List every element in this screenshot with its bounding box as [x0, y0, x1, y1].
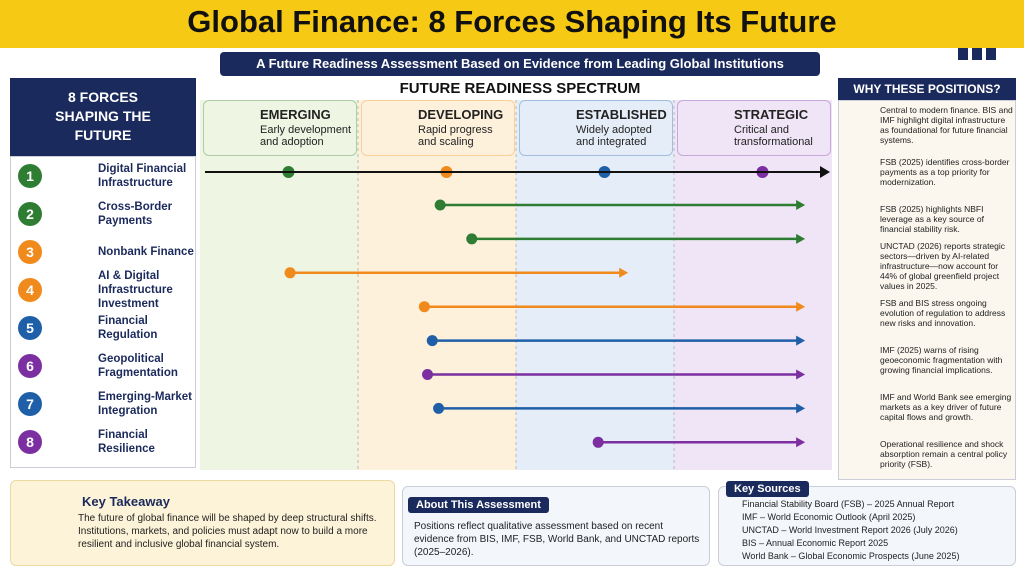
force-label: Cross-Border Payments — [98, 201, 173, 227]
force-arrow-start — [433, 402, 445, 414]
stage-name: EMERGING — [260, 107, 331, 122]
title: Global Finance: 8 Forces Shaping Its Fut… — [187, 4, 837, 39]
stage-description: Rapid progress and scaling — [418, 124, 493, 148]
force-label: Geopolitical Fragmentation — [98, 353, 178, 379]
force-number: 5 — [18, 316, 42, 340]
note-text: FSB (2025) highlights NBFI leverage as a… — [880, 204, 984, 234]
force-label: Emerging-Market Integration — [98, 391, 192, 417]
force-arrow-start — [434, 199, 446, 211]
stage-card: DEVELOPING Rapid progress and scaling — [361, 100, 515, 156]
forces-panel — [10, 156, 196, 468]
note-text: IMF (2025) warns of rising geoeconomic f… — [880, 345, 1003, 375]
stage-name: ESTABLISHED — [576, 107, 667, 122]
force-arrow-start — [466, 233, 478, 245]
banner — [0, 0, 1024, 48]
source-text: UNCTAD – World Investment Report 2026 (J… — [742, 525, 958, 535]
note-text: IMF and World Bank see emerging markets … — [880, 392, 1012, 422]
spectrum-axis-head — [820, 166, 830, 178]
force-number: 2 — [18, 202, 42, 226]
growth-icon — [972, 36, 982, 60]
stage-description: Early development and adoption — [260, 124, 352, 148]
force-number: 1 — [18, 164, 42, 188]
stage-card: STRATEGIC Critical and transformational — [677, 100, 831, 156]
force-arrow-head — [796, 403, 806, 414]
notes-panel — [838, 100, 1016, 480]
force-arrow-head — [796, 335, 806, 346]
about-title: About This Assessment — [408, 497, 549, 513]
stage-name: DEVELOPING — [418, 107, 504, 122]
sources-box — [718, 486, 1016, 566]
takeaway-title: Key Takeaway — [82, 494, 170, 509]
force-label: Financial Regulation — [98, 315, 158, 341]
note-text: FSB (2025) identifies cross-border payme… — [880, 157, 1010, 187]
forces-panel-title: 8 FORCES SHAPING THE FUTURE — [10, 78, 196, 156]
force-arrow-start — [284, 267, 296, 279]
about-text: Positions reflect qualitative assessment… — [414, 521, 700, 558]
note-text: FSB and BIS stress ongoing evolution of … — [880, 298, 1006, 328]
force-label: Nonbank Finance — [98, 246, 194, 258]
force-arrow-start — [426, 335, 438, 347]
force-number: 4 — [18, 278, 42, 302]
force-arrow-head — [796, 369, 806, 380]
sources-title: Key Sources — [726, 481, 809, 497]
takeaway-text: The future of global finance will be sha… — [78, 513, 377, 550]
stage-name: STRATEGIC — [734, 107, 809, 122]
takeaway-box — [10, 480, 395, 566]
source-text: Financial Stability Board (FSB) – 2025 A… — [742, 499, 955, 509]
stage-card: ESTABLISHED Widely adopted and integrated — [519, 100, 673, 156]
growth-icon — [986, 44, 996, 60]
source-text: IMF – World Economic Outlook (April 2025… — [742, 512, 916, 522]
stage-description: Widely adopted and integrated — [576, 124, 652, 148]
force-arrow-head — [796, 301, 806, 312]
source-text: BIS – Annual Economic Report 2025 — [742, 538, 889, 548]
stage-description: Critical and transformational — [734, 124, 813, 148]
force-label: Financial Resilience — [98, 429, 155, 455]
subtitle: A Future Readiness Assessment Based on E… — [220, 52, 820, 76]
force-arrow-start — [592, 436, 604, 448]
force-arrow-head — [796, 233, 806, 244]
force-arrow-start — [422, 369, 434, 380]
note-text: UNCTAD (2026) reports strategic sectors—… — [880, 241, 1006, 291]
force-number: 6 — [18, 354, 42, 378]
force-number: 7 — [18, 392, 42, 416]
force-arrow-head — [619, 267, 629, 278]
force-number: 3 — [18, 240, 42, 264]
force-label: AI & Digital Infrastructure Investment — [98, 270, 173, 310]
note-text: Operational resilience and shock absorpt… — [880, 439, 1008, 469]
force-label: Digital Financial Infrastructure — [98, 163, 187, 189]
force-arrow-start — [418, 301, 430, 313]
spectrum-title: FUTURE READINESS SPECTRUM — [399, 80, 641, 97]
notes-panel-title: WHY THESE POSITIONS? — [838, 78, 1016, 100]
stage-card: EMERGING Early development and adoption — [203, 100, 357, 156]
force-number: 8 — [18, 430, 42, 454]
note-text: Central to modern finance. BIS and IMF h… — [880, 105, 1013, 145]
force-arrow-head — [796, 437, 806, 448]
stage-column — [200, 100, 358, 470]
force-arrow-head — [796, 200, 806, 210]
source-text: World Bank – Global Economic Prospects (… — [742, 551, 960, 561]
